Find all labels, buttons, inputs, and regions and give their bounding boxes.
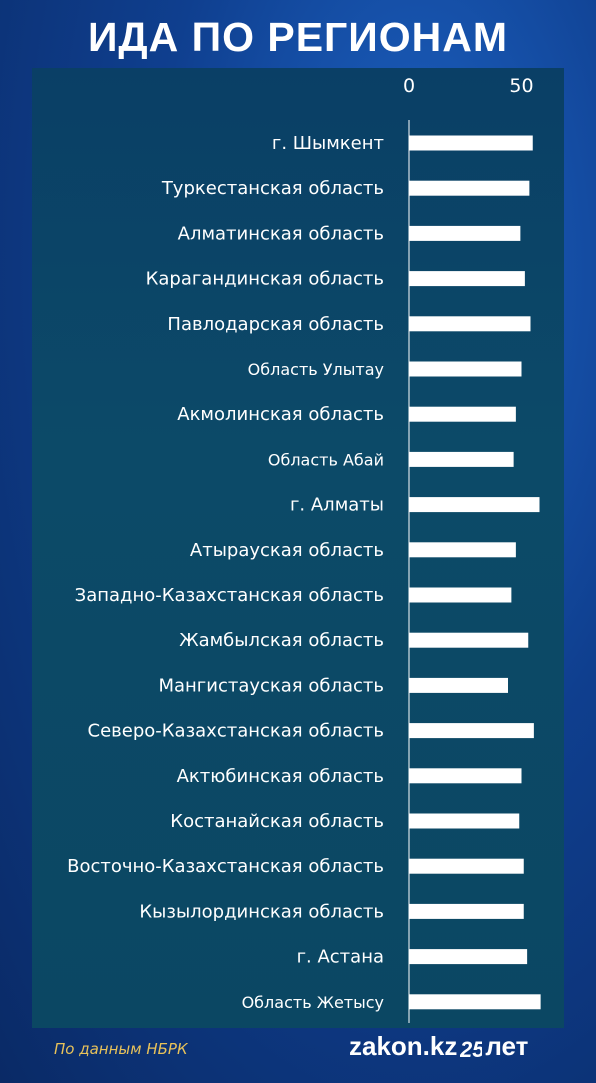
category-label: г. Алматы xyxy=(290,495,384,516)
bar xyxy=(409,723,534,739)
category-label: Западно-Казахстанская область xyxy=(75,585,384,606)
bar xyxy=(409,949,528,965)
bar xyxy=(409,677,508,693)
bar xyxy=(409,225,521,241)
category-label: г. Шымкент xyxy=(272,133,384,154)
bar xyxy=(409,451,514,467)
bar xyxy=(409,135,533,151)
bar xyxy=(409,497,540,513)
bar xyxy=(409,542,516,558)
page-title: ИДА ПО РЕГИОНАМ xyxy=(87,14,509,60)
category-label: Область Абай xyxy=(268,450,384,469)
bar xyxy=(409,632,529,648)
category-label: Карагандинская область xyxy=(146,269,384,290)
bar xyxy=(409,316,531,332)
category-label: г. Астана xyxy=(297,947,384,968)
category-label: Туркестанская область xyxy=(161,178,384,199)
bar xyxy=(409,180,530,196)
category-label: Павлодарская область xyxy=(167,314,384,335)
category-label: Мангистауская область xyxy=(158,675,384,696)
source-note: По данным НБРК xyxy=(54,1040,188,1058)
x-tick-label: 50 xyxy=(509,75,533,97)
bar xyxy=(409,994,541,1010)
bar xyxy=(409,813,520,829)
category-label: Восточно-Казахстанская область xyxy=(67,856,384,877)
logo-badge-number: 25 xyxy=(460,1037,482,1061)
category-label: Северо-Казахстанская область xyxy=(88,721,385,742)
zakon-logo[interactable]: zakon.kz 25 лет xyxy=(349,1031,528,1062)
bar xyxy=(409,903,524,919)
bar xyxy=(409,271,525,287)
bar xyxy=(409,406,516,422)
category-label: Область Жетысу xyxy=(242,993,384,1012)
category-label: Костанайская область xyxy=(170,811,384,832)
logo-text: zakon.kz xyxy=(349,1031,458,1061)
bar xyxy=(409,858,524,874)
category-label: Акмолинская область xyxy=(177,404,384,425)
chart-panel: 0 50 г. Шымкент Туркестанская область Алмати… xyxy=(32,68,564,1028)
category-label: Область Улытау xyxy=(248,360,384,379)
bar xyxy=(409,768,522,784)
category-label: Атырауская область xyxy=(190,540,384,561)
bar xyxy=(409,587,512,603)
bar-chart: 0 50 г. Шымкент Туркестанская область Алмати… xyxy=(67,75,541,1023)
anniversary-badge: 25 xyxy=(459,1033,485,1062)
category-label: Кызылординская область xyxy=(139,901,384,922)
bar xyxy=(409,361,522,377)
category-label: Актюбинская область xyxy=(177,766,384,787)
category-label: Алматинская область xyxy=(178,223,384,244)
logo-suffix: лет xyxy=(485,1031,529,1061)
x-tick-label: 0 xyxy=(403,75,415,97)
category-label: Жамбылская область xyxy=(179,630,384,651)
